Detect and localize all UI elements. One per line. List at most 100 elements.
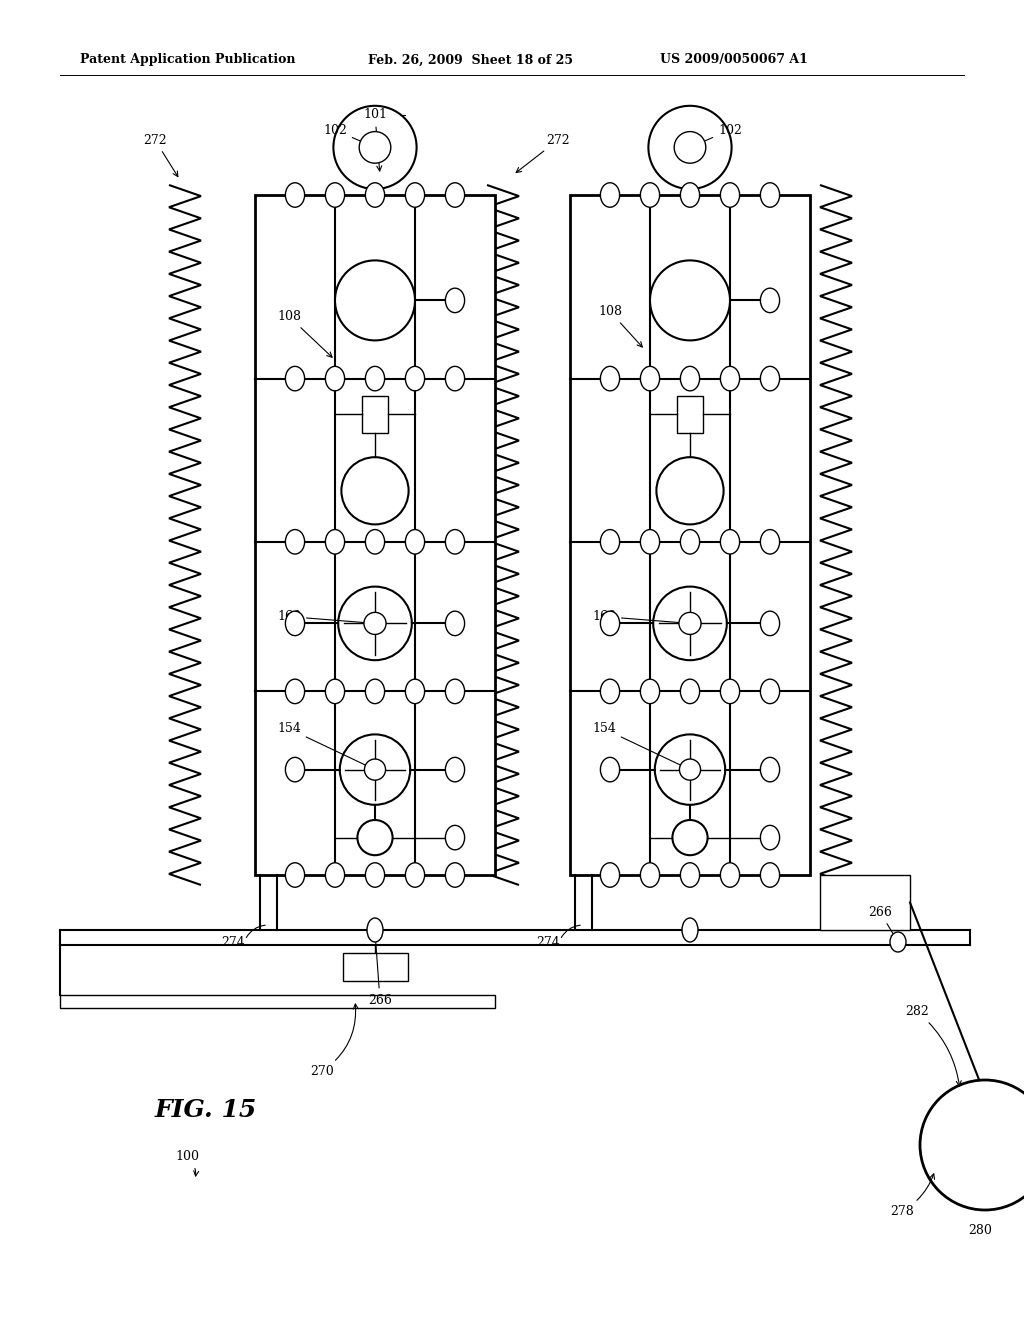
Ellipse shape	[406, 182, 425, 207]
Text: 100: 100	[175, 1150, 199, 1176]
Bar	[255, 195, 495, 875]
Ellipse shape	[406, 680, 425, 704]
Ellipse shape	[600, 182, 620, 207]
Ellipse shape	[445, 758, 465, 781]
Ellipse shape	[680, 863, 699, 887]
Ellipse shape	[761, 758, 779, 781]
Ellipse shape	[680, 182, 699, 207]
Circle shape	[653, 586, 727, 660]
Ellipse shape	[890, 932, 906, 952]
Ellipse shape	[366, 529, 385, 554]
Ellipse shape	[326, 863, 345, 887]
Ellipse shape	[406, 367, 425, 391]
Ellipse shape	[445, 367, 465, 391]
Text: 266: 266	[868, 906, 896, 939]
Circle shape	[674, 132, 706, 164]
Circle shape	[364, 612, 386, 635]
Circle shape	[650, 260, 730, 341]
Ellipse shape	[600, 367, 620, 391]
Ellipse shape	[600, 529, 620, 554]
Ellipse shape	[761, 863, 779, 887]
Ellipse shape	[721, 182, 739, 207]
Text: 272: 272	[516, 133, 569, 173]
Ellipse shape	[761, 680, 779, 704]
Text: Patent Application Publication: Patent Application Publication	[80, 54, 296, 66]
Ellipse shape	[445, 611, 465, 636]
Text: 108: 108	[598, 305, 642, 347]
Ellipse shape	[600, 611, 620, 636]
Bar	[362, 396, 388, 433]
Bar	[60, 995, 495, 1008]
Text: 108: 108	[278, 310, 332, 358]
Ellipse shape	[761, 288, 779, 313]
Ellipse shape	[445, 825, 465, 850]
Circle shape	[359, 132, 391, 164]
Ellipse shape	[286, 863, 304, 887]
Circle shape	[357, 820, 392, 855]
Ellipse shape	[680, 367, 699, 391]
Text: US 2009/0050067 A1: US 2009/0050067 A1	[660, 54, 808, 66]
Ellipse shape	[761, 367, 779, 391]
Ellipse shape	[721, 529, 739, 554]
Ellipse shape	[366, 680, 385, 704]
Bar	[677, 396, 702, 433]
Circle shape	[654, 734, 725, 805]
Text: 272: 272	[143, 133, 178, 177]
Ellipse shape	[445, 288, 465, 313]
Ellipse shape	[640, 367, 659, 391]
Ellipse shape	[406, 529, 425, 554]
Text: 160: 160	[278, 610, 371, 626]
Ellipse shape	[761, 825, 779, 850]
Text: 280: 280	[968, 1224, 992, 1237]
Ellipse shape	[367, 917, 383, 942]
Text: 154: 154	[592, 722, 686, 768]
Circle shape	[341, 457, 409, 524]
Ellipse shape	[366, 367, 385, 391]
Ellipse shape	[445, 529, 465, 554]
Ellipse shape	[721, 367, 739, 391]
Text: 160: 160	[592, 610, 686, 626]
Text: 102: 102	[693, 124, 742, 147]
Bar	[570, 195, 810, 875]
Text: 270: 270	[310, 1005, 358, 1078]
Ellipse shape	[366, 182, 385, 207]
Text: 282: 282	[905, 1005, 962, 1086]
Circle shape	[338, 586, 412, 660]
Text: 274: 274	[221, 936, 245, 949]
Circle shape	[335, 260, 415, 341]
Text: 154: 154	[278, 722, 372, 768]
Ellipse shape	[445, 863, 465, 887]
Circle shape	[365, 759, 386, 780]
Text: 278: 278	[890, 1173, 935, 1218]
Ellipse shape	[406, 863, 425, 887]
Ellipse shape	[286, 182, 304, 207]
Ellipse shape	[366, 863, 385, 887]
Text: 102: 102	[323, 124, 372, 147]
Bar	[820, 875, 910, 931]
Ellipse shape	[326, 529, 345, 554]
Circle shape	[340, 734, 411, 805]
Ellipse shape	[600, 758, 620, 781]
Text: Feb. 26, 2009  Sheet 18 of 25: Feb. 26, 2009 Sheet 18 of 25	[368, 54, 573, 66]
Ellipse shape	[640, 680, 659, 704]
Ellipse shape	[761, 182, 779, 207]
Ellipse shape	[761, 529, 779, 554]
Circle shape	[656, 457, 724, 524]
Ellipse shape	[286, 680, 304, 704]
Bar	[342, 953, 408, 981]
Ellipse shape	[286, 529, 304, 554]
Text: 101: 101	[362, 108, 387, 172]
Circle shape	[920, 1080, 1024, 1210]
Circle shape	[680, 759, 700, 780]
Circle shape	[648, 106, 731, 189]
Ellipse shape	[326, 182, 345, 207]
Ellipse shape	[640, 182, 659, 207]
Ellipse shape	[445, 680, 465, 704]
Ellipse shape	[721, 863, 739, 887]
Circle shape	[334, 106, 417, 189]
Ellipse shape	[286, 611, 304, 636]
Ellipse shape	[286, 758, 304, 781]
Ellipse shape	[326, 680, 345, 704]
Text: FIG. 15: FIG. 15	[155, 1098, 257, 1122]
Ellipse shape	[600, 680, 620, 704]
